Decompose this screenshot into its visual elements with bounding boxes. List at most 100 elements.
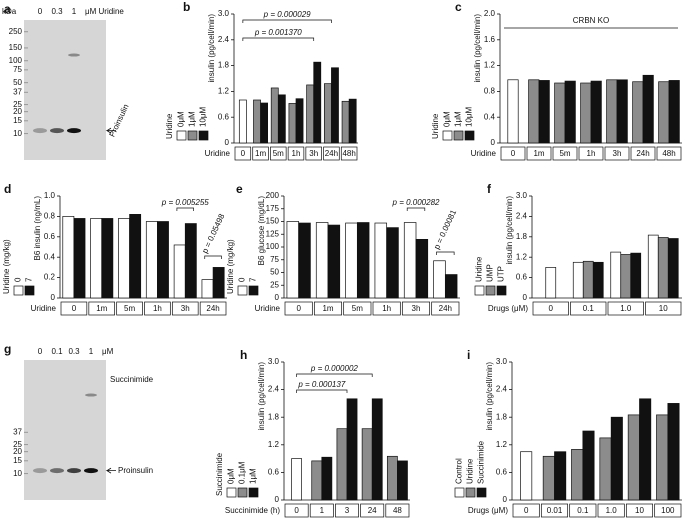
lane-label: 1 xyxy=(89,347,94,356)
y-tick-label: 0.2 xyxy=(44,273,56,282)
y-tick-label: 200 xyxy=(266,191,280,200)
lane-label: 0.3 xyxy=(68,347,80,356)
y-tick-label: 2.4 xyxy=(516,212,528,221)
band xyxy=(33,468,47,474)
x-axis-label: Uridine xyxy=(471,149,497,158)
significance-bracket xyxy=(296,389,348,393)
bar xyxy=(321,456,333,501)
category-box xyxy=(570,301,607,316)
category-box xyxy=(199,301,227,316)
category-box xyxy=(569,503,597,518)
category-box xyxy=(532,301,569,316)
category-box xyxy=(343,301,372,316)
category-box xyxy=(431,301,460,316)
bar xyxy=(346,398,358,501)
x-tick-label: 5m xyxy=(124,304,135,313)
category-box xyxy=(385,503,410,518)
bar xyxy=(260,102,269,144)
legend-swatch xyxy=(454,487,465,498)
y-tick-label: 100 xyxy=(266,242,280,251)
ladder-label: 100 xyxy=(9,56,23,65)
category-box xyxy=(630,146,656,161)
legend-swatch xyxy=(496,285,507,296)
bar xyxy=(554,82,566,144)
annotation: p = 0.000137 xyxy=(297,380,345,389)
bar xyxy=(212,267,225,299)
y-axis-label: insulin (pg/cell/min) xyxy=(257,362,266,431)
unit-label: kDa xyxy=(2,7,17,16)
significance-bracket xyxy=(296,373,373,377)
x-tick-label: 1h xyxy=(153,304,162,313)
lane-unit: μM Uridine xyxy=(85,7,124,16)
x-tick-label: 1m xyxy=(96,304,107,313)
y-axis-label: B6 glucose (mg/dL) xyxy=(257,196,266,266)
legend-label: 0μM xyxy=(227,468,236,484)
bar xyxy=(73,218,86,299)
legend-label: 0μM xyxy=(177,111,186,127)
y-tick-label: 1.2 xyxy=(496,440,508,449)
y-tick-label: 0.6 xyxy=(218,112,230,121)
category-box xyxy=(372,301,401,316)
bar xyxy=(336,428,348,501)
y-tick-label: 0.4 xyxy=(484,112,496,121)
bar xyxy=(590,80,602,144)
significance-bracket xyxy=(436,251,455,255)
y-tick-label: 0 xyxy=(225,138,230,147)
panel-label: g xyxy=(4,342,11,356)
bar xyxy=(145,221,158,299)
bar xyxy=(642,74,654,144)
bar xyxy=(311,460,323,501)
x-tick-label: 1m xyxy=(533,149,544,158)
y-axis-label: insulin (pg/cell/min) xyxy=(473,14,482,83)
bar xyxy=(599,437,612,501)
category-box xyxy=(654,503,682,518)
x-tick-label: 5m xyxy=(273,149,284,158)
band xyxy=(67,468,81,474)
category-box xyxy=(284,503,309,518)
category-box xyxy=(335,503,359,518)
y-tick-label: 25 xyxy=(270,280,279,289)
y-tick-label: 150 xyxy=(266,217,280,226)
y-tick-label: 50 xyxy=(270,268,279,277)
bar xyxy=(315,222,329,299)
bar xyxy=(286,221,300,299)
x-tick-label: 3h xyxy=(181,304,190,313)
legend-swatch xyxy=(476,487,487,498)
x-tick-label: 1.0 xyxy=(620,304,632,313)
y-tick-label: 0 xyxy=(523,293,528,302)
x-tick-label: 0 xyxy=(296,304,301,313)
bar xyxy=(657,237,669,299)
ladder-label: 37 xyxy=(13,427,22,436)
y-tick-label: 0.6 xyxy=(44,232,56,241)
x-tick-label: 0 xyxy=(241,149,246,158)
x-tick-label: 24h xyxy=(206,304,219,313)
y-tick-label: 1.6 xyxy=(484,35,496,44)
legend-label: 1μM xyxy=(188,111,197,127)
x-tick-label: 100 xyxy=(661,506,675,515)
y-tick-label: 3.0 xyxy=(496,357,508,366)
x-tick-label: 3h xyxy=(309,149,318,158)
legend-swatch xyxy=(24,285,35,296)
category-box xyxy=(512,503,540,518)
ladder-label: 150 xyxy=(9,43,23,52)
significance-bracket xyxy=(406,207,426,211)
legend-swatch xyxy=(485,285,496,296)
y-tick-label: 0.6 xyxy=(496,468,508,477)
y-tick-label: 0 xyxy=(51,293,56,302)
bar xyxy=(667,403,680,501)
legend-title: Uridine xyxy=(165,113,174,139)
y-tick-label: 0.8 xyxy=(44,212,56,221)
y-tick-label: 175 xyxy=(266,204,280,213)
category-box xyxy=(401,301,431,316)
ladder-label: 250 xyxy=(9,27,23,36)
bar xyxy=(371,398,383,501)
bar xyxy=(361,428,373,501)
bar xyxy=(295,98,304,144)
annotation: p = 0.005255 xyxy=(161,198,209,207)
y-tick-label: 1.2 xyxy=(516,252,528,261)
legend-swatch xyxy=(464,130,475,141)
y-tick-label: 125 xyxy=(266,229,280,238)
bar xyxy=(538,80,550,144)
bar xyxy=(331,67,339,144)
bar xyxy=(253,99,261,144)
